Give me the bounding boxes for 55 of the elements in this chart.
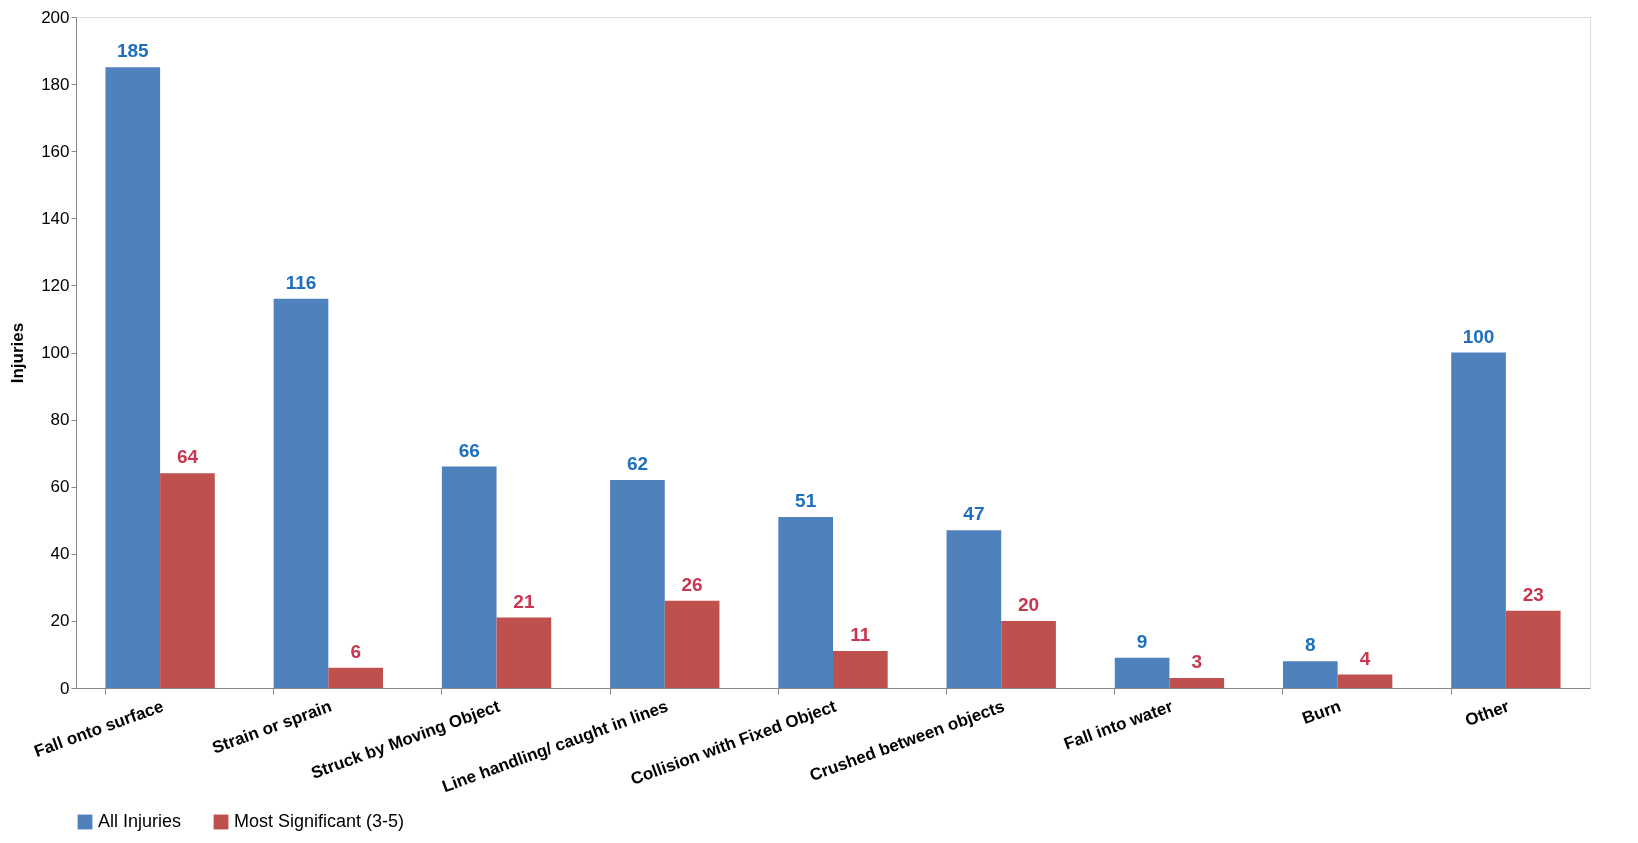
data-label: 100 [1462, 325, 1495, 347]
data-label: 64 [176, 446, 199, 468]
data-label: 3 [1191, 650, 1203, 672]
y-tick-label: 80 [50, 410, 70, 430]
y-tick-label: 100 [41, 343, 70, 362]
data-label: 21 [513, 590, 535, 612]
legend-label: Most Significant (3-5) [234, 811, 405, 831]
data-label: 8 [1305, 634, 1316, 656]
y-tick-label: 160 [41, 141, 70, 161]
data-label: 116 [285, 271, 317, 293]
data-label: 26 [681, 573, 703, 595]
bar [1282, 661, 1338, 688]
data-label: 4 [1359, 647, 1371, 669]
x-tick-label: Burn [1299, 696, 1344, 729]
data-label: 20 [1017, 593, 1040, 615]
x-tick-label: Other [1462, 696, 1513, 730]
bar [441, 466, 497, 688]
x-tick-label: Strain or sprain [209, 696, 335, 758]
x-tick-label: Fall into water [1061, 696, 1176, 754]
bar [946, 530, 1002, 688]
bar [1169, 677, 1225, 688]
y-tick-label: 200 [41, 7, 70, 27]
bar [664, 600, 720, 688]
data-label: 62 [626, 452, 649, 474]
bar [328, 667, 384, 688]
bar [273, 298, 329, 688]
data-label: 9 [1136, 630, 1148, 652]
bar [1451, 352, 1506, 688]
data-label: 11 [850, 624, 871, 646]
y-tick-label: 120 [41, 275, 70, 295]
data-label: 185 [116, 40, 150, 62]
data-label: 66 [458, 439, 480, 461]
bar [496, 617, 552, 688]
data-label: 47 [963, 503, 985, 525]
x-tick-label: Fall onto surface [31, 696, 166, 761]
data-label: 51 [795, 489, 817, 511]
bar [1114, 657, 1170, 688]
legend-label: All Injuries [98, 811, 182, 831]
data-label: 23 [1522, 583, 1544, 605]
y-tick-label: 180 [41, 74, 70, 94]
bar [833, 651, 888, 688]
bar [610, 479, 665, 688]
bar [1505, 610, 1561, 688]
y-tick-label: 20 [50, 611, 70, 631]
y-axis-title: Injuries [8, 322, 28, 384]
y-tick-label: 0 [60, 678, 70, 698]
y-tick-label: 140 [41, 208, 70, 228]
bar [105, 67, 161, 688]
bar [778, 516, 833, 688]
y-tick-label: 60 [50, 477, 70, 497]
y-tick-label: 40 [50, 544, 70, 564]
bar [1337, 674, 1393, 688]
bar [160, 473, 215, 688]
data-label: 6 [350, 640, 361, 662]
bar [1001, 620, 1056, 688]
